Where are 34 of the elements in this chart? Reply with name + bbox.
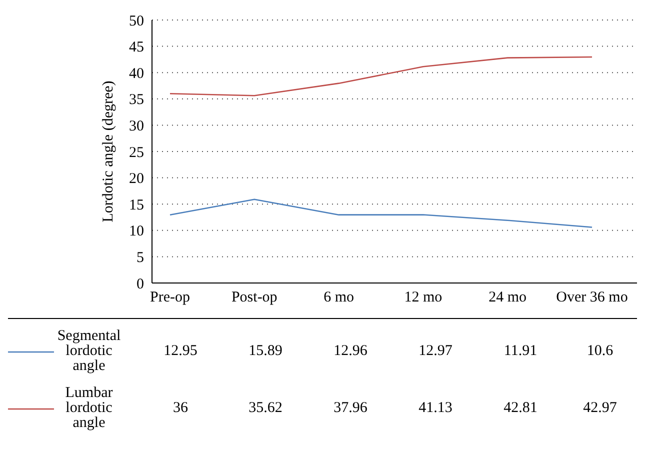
x-tick-label: 12 mo bbox=[404, 290, 442, 306]
data-label: 10.6 bbox=[586, 342, 614, 361]
x-tick-label: 24 mo bbox=[488, 290, 527, 306]
y-tick-label: 5 bbox=[136, 250, 144, 266]
data-label: 35.62 bbox=[248, 399, 284, 418]
x-tick-label: Post-op bbox=[231, 290, 278, 306]
y-tick-label: 20 bbox=[129, 171, 144, 188]
y-tick-label: 30 bbox=[129, 118, 144, 135]
x-tick-label: Pre-op bbox=[150, 290, 190, 306]
data-label: 12.95 bbox=[162, 342, 198, 361]
data-label: 41.13 bbox=[418, 399, 454, 418]
data-label: 12.96 bbox=[332, 342, 368, 361]
data-label: 37.96 bbox=[332, 399, 368, 418]
legend-label: Segmental lordotic angle bbox=[56, 328, 122, 374]
y-tick-label: 10 bbox=[129, 224, 144, 240]
x-tick-label: Over 36 mo bbox=[556, 290, 628, 306]
data-label: 12.97 bbox=[418, 342, 454, 361]
y-tick-label: 40 bbox=[129, 66, 144, 82]
legend-label: Lumbar lordotic angle bbox=[64, 385, 114, 431]
data-label: 36 bbox=[172, 399, 189, 418]
x-tick-label: 6 mo bbox=[324, 290, 354, 306]
line-series bbox=[169, 198, 593, 228]
y-tick-label: 25 bbox=[129, 144, 144, 161]
y-tick-label: 0 bbox=[136, 276, 144, 292]
y-tick-label: 15 bbox=[129, 197, 144, 214]
line-series bbox=[169, 56, 593, 96]
data-label: 11.91 bbox=[502, 342, 538, 361]
y-tick-label: 45 bbox=[129, 40, 144, 56]
y-tick-label: 50 bbox=[129, 13, 144, 30]
y-tick-label: 35 bbox=[129, 92, 144, 108]
data-label: 15.89 bbox=[248, 342, 284, 361]
data-label: 42.81 bbox=[502, 399, 538, 418]
y-axis-title: Lordotic angle (degree) bbox=[100, 80, 116, 222]
data-label: 42.97 bbox=[582, 399, 618, 418]
